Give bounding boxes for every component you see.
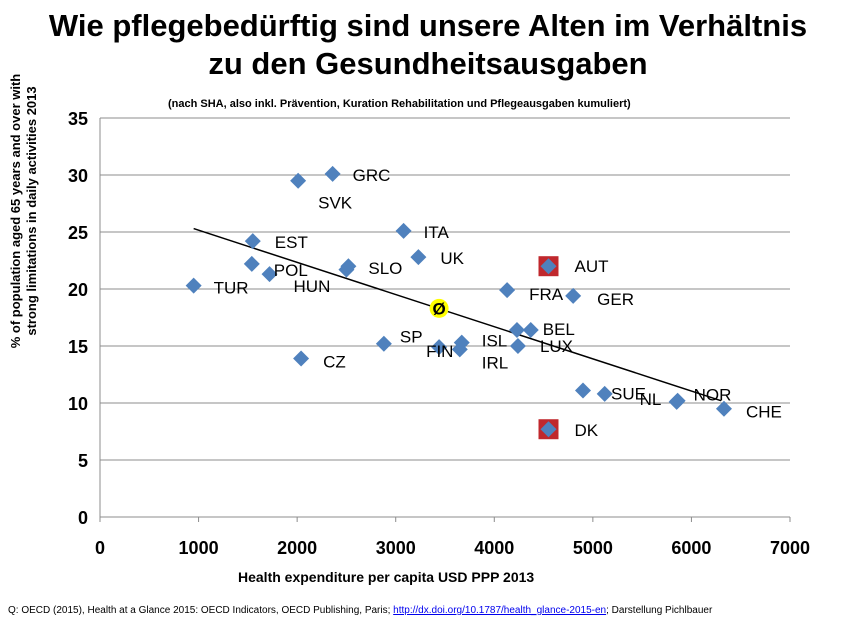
y-tick-label: 30 [68,166,88,186]
point-label-aut: AUT [575,257,609,276]
title-line-1: Wie pflegebedürftig sind unsere Alten im… [48,8,808,43]
y-tick-label: 20 [68,280,88,300]
average-label: Ø [432,299,445,318]
point-label-nl: NL [640,390,662,409]
data-point-sp [375,335,392,352]
source-suffix: ; Darstellung Pichlbauer [606,605,713,616]
data-point-svk [290,172,307,189]
x-tick-label: 6000 [671,538,711,558]
data-point-cz [293,350,310,367]
point-label-est: EST [275,233,308,252]
point-label-dk: DK [575,421,599,440]
data-point-hun [261,266,278,283]
grid-lines [100,117,790,461]
data-point-uk [410,249,427,266]
data-point-irl [451,341,468,358]
point-label-nor: NOR [694,386,732,405]
data-point-aut [540,258,557,275]
data-point-ger [565,287,582,304]
point-label-ger: GER [597,290,634,309]
tick-labels: 0 5 10 15 20 25 30 35 0 1000 2000 3000 4000 5000 6000 7… [68,109,810,558]
point-label-ita: ITA [424,223,450,242]
source-link[interactable]: http://dx.doi.org/10.1787/health_glance-… [393,605,607,616]
data-point-nor [669,392,686,409]
source-note: Q: OECD (2015), Health at a Glance 2015:… [8,605,712,616]
y-axis-label: % of population aged 65 years and over w… [8,11,40,411]
point-label-fra: FRA [529,285,564,304]
data-point-unlabeled [508,322,525,339]
point-label-cz: CZ [323,353,346,372]
data-point-bel [522,322,539,339]
data-point-sue [575,382,591,399]
point-label-uk: UK [440,249,464,268]
data-point-che [715,400,732,417]
data-point-fin [431,339,448,356]
y-tick-label: 0 [78,508,88,528]
point-label-isl: ISL [482,332,508,351]
point-label-pol: POL [274,261,308,280]
x-tick-label: 2000 [277,538,317,558]
x-tick-label: 5000 [573,538,613,558]
x-tick-label: 7000 [770,538,810,558]
point-label-hun: HUN [294,277,331,296]
point-label-sue: SUE [611,384,646,403]
point-label-bel: BEL [543,320,575,339]
data-point-dk [540,421,557,438]
data-points: Ø [185,165,732,440]
x-axis-label: Health expenditure per capita USD PPP 20… [238,569,535,585]
point-label-che: CHE [746,403,782,422]
point-label-sp: SP [400,328,423,347]
trendline-group [193,227,722,402]
y-tick-label: 10 [68,394,88,414]
x-tick-label: 3000 [376,538,416,558]
data-point-grc [324,165,341,182]
point-label-tur: TUR [214,279,249,298]
point-label-irl: IRL [482,353,508,372]
x-tick-label: 0 [95,538,105,558]
data-point-est [244,233,261,250]
data-point-tur [185,277,202,294]
title-line-2: zu den Gesundheitsausgaben [208,46,648,81]
point-label-grc: GRC [353,166,391,185]
axes [99,118,791,522]
y-axis-label-line-1: % of population aged 65 years and over w… [8,73,23,349]
y-tick-label: 15 [68,337,88,357]
x-tick-label: 1000 [179,538,219,558]
y-tick-label: 5 [78,451,88,471]
data-point-fra [499,282,516,299]
data-point-unlabeled [338,261,355,278]
data-point-lux [509,338,526,354]
trendline [193,227,722,402]
point-label-slo: SLO [368,259,402,278]
data-point-unlabeled [596,385,613,402]
y-tick-label: 25 [68,223,88,243]
chart-subtitle: (nach SHA, also inkl. Prävention, Kurati… [168,98,631,110]
point-label-lux: LUX [540,337,573,356]
x-tick-label: 4000 [474,538,514,558]
y-tick-label: 35 [68,109,88,129]
data-point-ita [395,222,412,239]
point-label-svk: SVK [318,194,353,213]
data-point-pol [243,255,260,272]
average-marker [429,298,449,318]
point-label-fin: FIN [426,342,453,361]
source-prefix: Q: OECD (2015), Health at a Glance 2015:… [8,605,394,616]
y-axis-label-line-2: strong limitations in daily activities 2… [24,86,39,336]
